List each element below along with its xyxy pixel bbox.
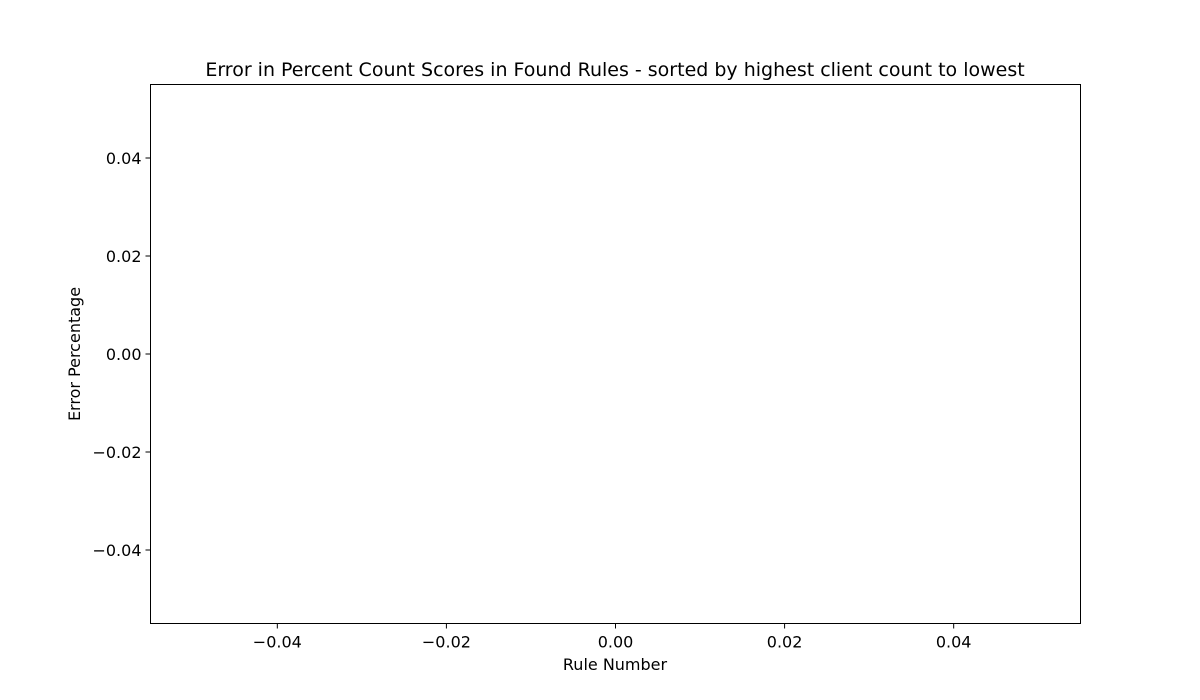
- plot-area: [150, 84, 1081, 624]
- chart-title: Error in Percent Count Scores in Found R…: [205, 59, 1024, 81]
- y-tick-label: 0.00: [106, 345, 142, 364]
- y-tick-label: −0.02: [92, 443, 141, 462]
- y-tick-label: −0.04: [92, 541, 141, 560]
- y-tick-label: 0.04: [106, 149, 142, 168]
- y-tick-label: 0.02: [106, 247, 142, 266]
- x-axis-label: Rule Number: [563, 655, 668, 674]
- x-tick-label: 0.00: [598, 633, 634, 652]
- x-axis: −0.04 −0.02 0.00 0.02 0.04: [253, 623, 972, 652]
- x-tick-label: −0.04: [253, 633, 302, 652]
- x-tick-label: 0.02: [767, 633, 803, 652]
- y-axis: −0.04 −0.02 0.00 0.02 0.04: [92, 149, 151, 560]
- x-tick-label: −0.02: [422, 633, 471, 652]
- y-axis-label: Error Percentage: [65, 287, 84, 421]
- plot-frame: [150, 84, 1081, 624]
- x-tick-label: 0.04: [936, 633, 972, 652]
